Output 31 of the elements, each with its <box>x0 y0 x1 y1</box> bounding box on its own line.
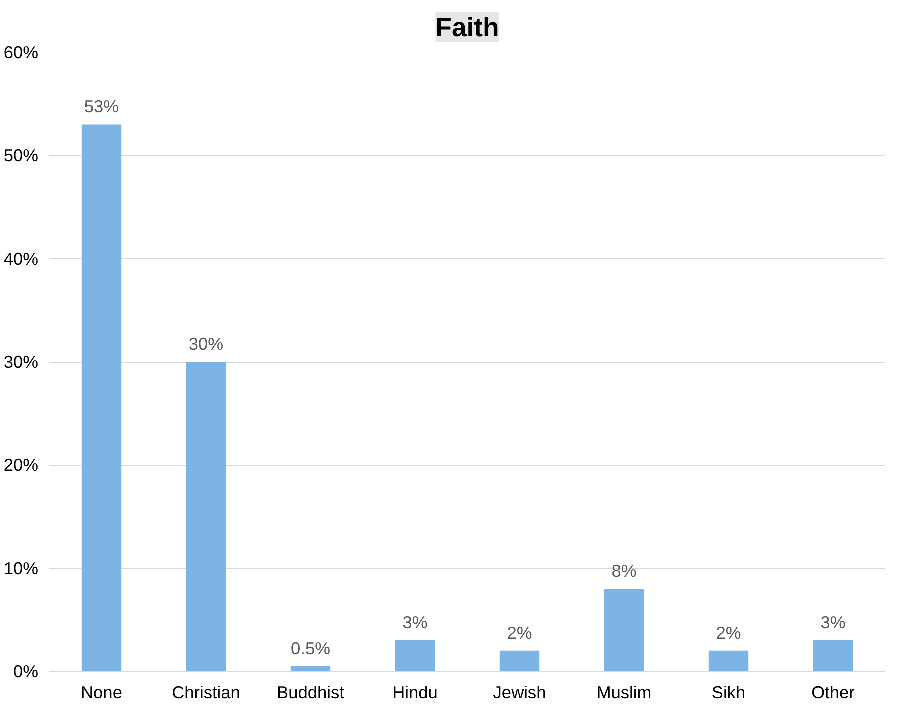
x-tick-label: Hindu <box>392 682 438 702</box>
bar <box>813 640 854 672</box>
y-tick-label: 10% <box>4 558 39 578</box>
x-tick-label: Buddhist <box>277 682 345 702</box>
x-tick-label: Muslim <box>596 682 652 702</box>
data-label: 30% <box>188 334 224 354</box>
data-label: 3% <box>402 612 428 633</box>
y-tick-label: 60% <box>4 42 39 62</box>
y-tick-label: 20% <box>4 455 39 476</box>
x-tick-label: Other <box>812 682 856 702</box>
y-tick-label: 0% <box>13 662 38 682</box>
x-tick-label: Christian <box>172 682 240 702</box>
data-label: 2% <box>716 622 742 643</box>
x-tick-label: Jewish <box>493 682 546 702</box>
x-tick-label: None <box>81 682 122 702</box>
y-tick-label: 50% <box>4 146 39 166</box>
bar <box>500 650 540 672</box>
data-label: 53% <box>84 96 120 117</box>
x-tick-label: Sikh <box>712 682 746 702</box>
bar <box>82 124 122 672</box>
data-label: 8% <box>612 560 637 581</box>
data-label: 3% <box>820 612 846 633</box>
bar <box>395 640 436 672</box>
bar <box>186 362 226 672</box>
data-label: 0.5% <box>291 638 330 658</box>
bar <box>708 650 749 672</box>
data-label: 2% <box>507 622 532 643</box>
y-tick-label: 30% <box>4 352 39 372</box>
y-tick-label: 40% <box>4 248 39 269</box>
chart-title: Faith <box>436 12 500 42</box>
bar <box>604 588 644 672</box>
